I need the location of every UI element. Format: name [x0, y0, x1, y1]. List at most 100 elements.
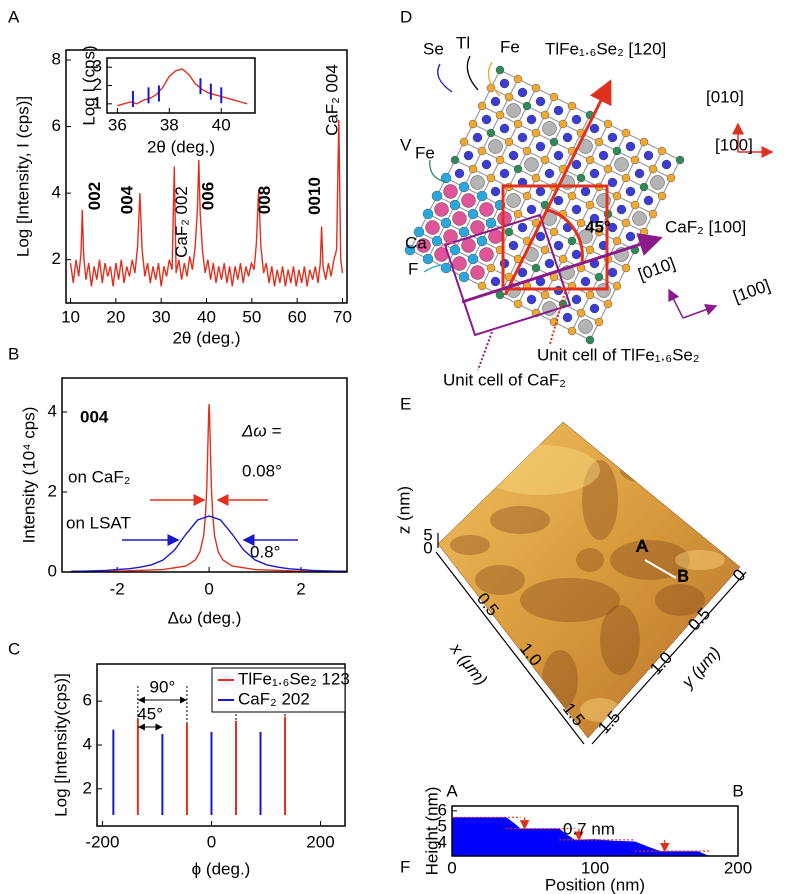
x-axis-label: Δω (deg.) — [168, 608, 242, 627]
reflection-label: 004 — [80, 407, 109, 426]
atom — [558, 254, 568, 264]
atom — [526, 114, 537, 125]
atom — [585, 335, 595, 345]
atom — [522, 101, 532, 111]
atom — [607, 132, 618, 143]
x-tick-label: -2 — [110, 579, 125, 598]
atom — [458, 181, 470, 193]
atom — [621, 263, 631, 273]
atom — [477, 281, 487, 291]
atom — [468, 164, 478, 174]
x-tick-label: 40 — [197, 307, 216, 326]
atom — [495, 155, 505, 165]
atom — [495, 110, 505, 120]
atom — [571, 159, 582, 170]
atom — [558, 119, 568, 129]
atom-label-sub: Fe — [415, 143, 435, 162]
atom — [571, 294, 582, 305]
data-line — [117, 68, 248, 107]
y-tick-label: 8 — [52, 49, 61, 68]
atom — [580, 276, 591, 287]
atom — [517, 267, 528, 278]
atom — [630, 155, 640, 165]
atom — [562, 312, 573, 323]
atom — [634, 168, 645, 179]
panel-label: B — [8, 344, 19, 363]
x-tick-label: 50 — [242, 307, 261, 326]
atom — [578, 319, 593, 334]
y-tick-label: 4 — [83, 734, 92, 753]
atom — [639, 182, 649, 192]
peak-label: 002 — [85, 182, 104, 210]
legend-box — [211, 667, 346, 713]
direction-label: CaF₂ [100] — [665, 217, 746, 236]
afm-domain — [610, 540, 690, 580]
atom — [477, 101, 487, 111]
atom — [524, 157, 539, 172]
atom — [616, 204, 627, 215]
atom — [639, 227, 649, 237]
atom — [612, 281, 622, 291]
x-tick-label: 20 — [106, 307, 125, 326]
atom — [513, 209, 523, 219]
atom — [540, 155, 550, 165]
y-tick-label: 3 — [93, 57, 102, 76]
atom — [612, 146, 622, 156]
atom — [589, 303, 600, 314]
atom — [472, 132, 483, 143]
atom — [567, 236, 577, 246]
z-axis-label: z (nm) — [394, 486, 413, 534]
atom — [485, 217, 497, 229]
atom — [643, 150, 654, 161]
atom — [504, 227, 514, 237]
plot-frame-top — [61, 377, 348, 573]
atom — [486, 128, 496, 138]
axis-label: [100] — [731, 276, 773, 307]
afm-domain — [576, 548, 604, 572]
atom — [540, 110, 550, 120]
atom — [585, 155, 595, 165]
atom — [463, 150, 474, 161]
caf2-cell — [443, 213, 572, 337]
atom — [476, 235, 488, 247]
legend-label: CaF₂ 202 — [238, 689, 310, 708]
afm-domain — [582, 460, 618, 540]
atom — [571, 114, 582, 125]
afm-domain — [655, 584, 705, 616]
legend-label: TlFe₁.₆Se₂ 123 — [238, 669, 350, 688]
y-tick-label: 4 — [52, 183, 61, 202]
angle-arc — [547, 208, 584, 263]
atom — [404, 244, 416, 256]
atom — [589, 213, 600, 224]
peak-label: CaF₂ 004 — [322, 64, 341, 136]
y-axis-label: y (μm) — [677, 643, 724, 692]
x-tick-label: 0 — [207, 832, 216, 851]
atom — [621, 173, 631, 183]
atom — [607, 267, 618, 278]
data-line — [69, 119, 344, 287]
atom — [425, 220, 440, 235]
x-tick-label: -200 — [85, 832, 119, 851]
atom — [479, 202, 494, 217]
y-tick-label: 0 — [729, 565, 749, 585]
axis-label: [010] — [706, 87, 744, 106]
atom — [603, 119, 613, 129]
profile-point: B — [677, 566, 688, 585]
atom — [486, 173, 496, 183]
atom — [531, 173, 541, 183]
axis-label: [100] — [715, 135, 753, 154]
atom — [517, 132, 528, 143]
atom — [549, 137, 559, 147]
atom — [585, 245, 595, 255]
atom — [580, 186, 591, 197]
atom — [517, 222, 528, 233]
atom — [522, 146, 532, 156]
atom — [461, 193, 476, 208]
atom — [443, 184, 458, 199]
atom — [657, 146, 667, 156]
y-axis — [591, 571, 747, 745]
delta-omega-label: Δω = — [241, 421, 281, 440]
atom — [450, 155, 460, 165]
peak-label: 0010 — [305, 177, 324, 215]
